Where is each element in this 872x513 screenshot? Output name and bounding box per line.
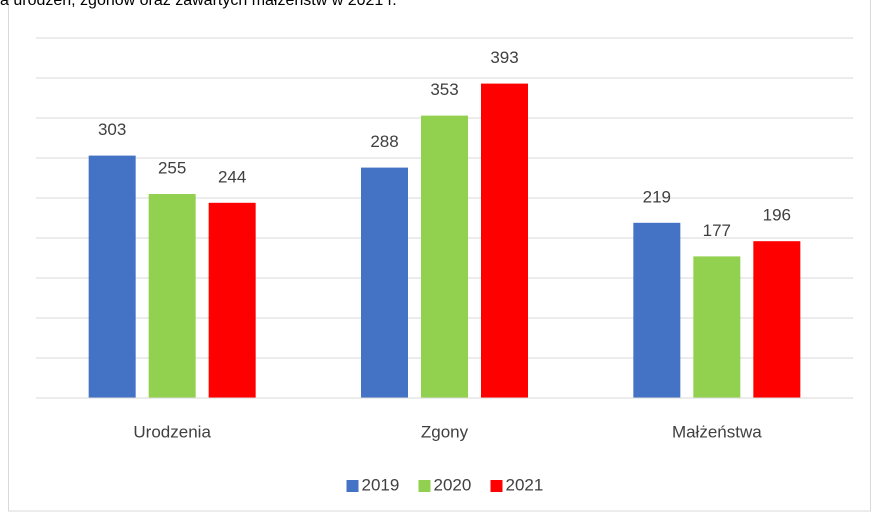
bar — [633, 222, 681, 398]
data-label: 255 — [158, 158, 186, 177]
bar — [208, 202, 256, 398]
x-tick-label: Małżeństwa — [672, 422, 762, 441]
bar — [481, 83, 528, 398]
chart-title: a urodzeń, zgonów oraz zawartych małżeńs… — [0, 0, 397, 9]
data-label: 288 — [370, 132, 398, 151]
data-label: 196 — [763, 206, 791, 225]
bar — [421, 115, 468, 398]
data-label: 353 — [430, 80, 458, 99]
bar — [753, 241, 801, 398]
bar — [148, 194, 196, 398]
bar — [693, 256, 741, 398]
x-tick-label: Zgony — [421, 422, 469, 441]
legend-label: 2019 — [362, 475, 400, 494]
data-label: 244 — [218, 167, 246, 186]
data-label: 303 — [98, 120, 126, 139]
x-tick-label: Urodzenia — [133, 422, 211, 441]
legend-swatch — [346, 480, 359, 492]
data-label: 177 — [703, 221, 731, 240]
legend-swatch — [418, 480, 431, 492]
data-label: 393 — [490, 48, 518, 67]
bar — [88, 155, 136, 398]
legend-swatch — [490, 480, 503, 492]
legend-label: 2020 — [434, 475, 472, 494]
bar — [361, 167, 408, 398]
legend-label: 2021 — [506, 475, 544, 494]
data-label: 219 — [643, 187, 671, 206]
